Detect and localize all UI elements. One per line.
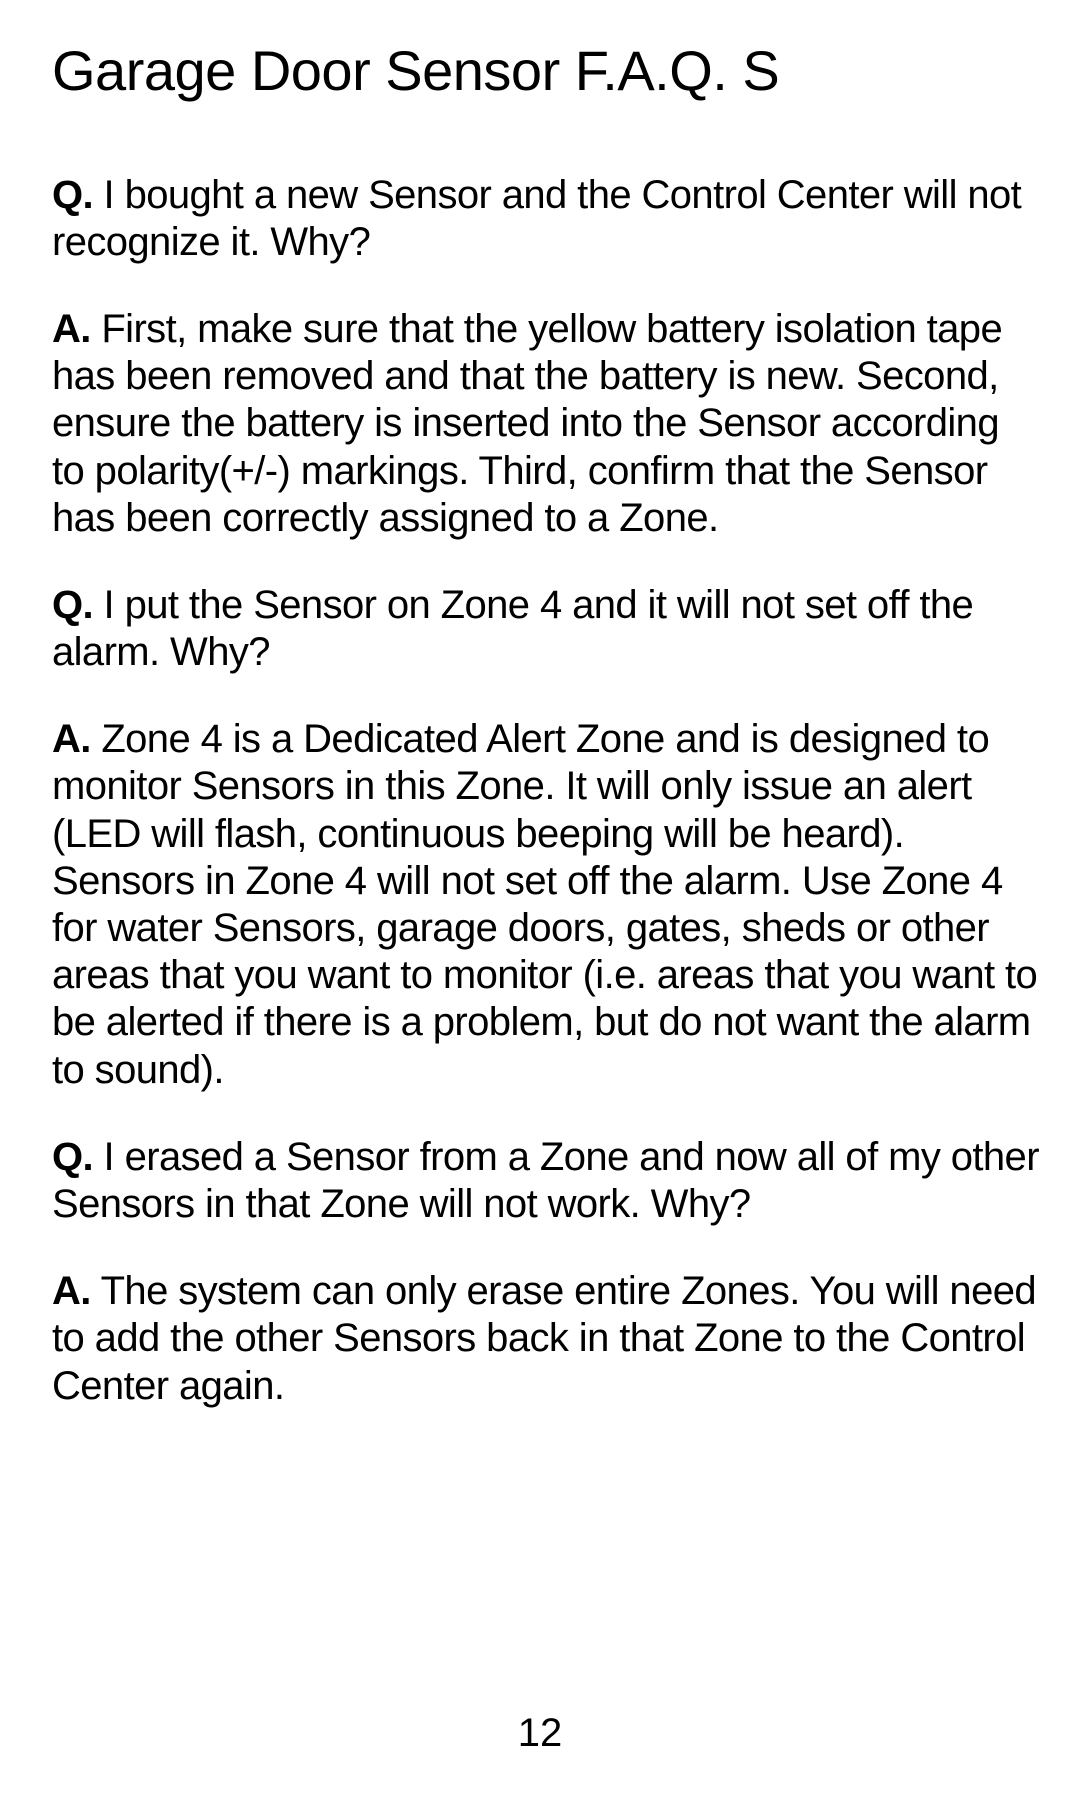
faq-question: Q. I erased a Sensor from a Zone and now…	[52, 1134, 1040, 1228]
document-page: Garage Door Sensor F.A.Q. S Q. I bought …	[0, 0, 1080, 1800]
a-text: Zone 4 is a Dedicated Alert Zone and is …	[52, 717, 1037, 1091]
page-title: Garage Door Sensor F.A.Q. S	[52, 40, 1040, 102]
q-label: Q.	[52, 1135, 93, 1179]
q-text: I put the Sensor on Zone 4 and it will n…	[52, 583, 973, 674]
faq-answer: A. First, make sure that the yellow batt…	[52, 306, 1040, 542]
a-text: First, make sure that the yellow battery…	[52, 307, 1002, 540]
a-label: A.	[52, 717, 91, 761]
faq-answer: A. Zone 4 is a Dedicated Alert Zone and …	[52, 716, 1040, 1094]
a-text: The system can only erase entire Zones. …	[52, 1269, 1036, 1407]
faq-question: Q. I put the Sensor on Zone 4 and it wil…	[52, 582, 1040, 676]
a-label: A.	[52, 307, 91, 351]
a-label: A.	[52, 1269, 91, 1313]
q-label: Q.	[52, 173, 93, 217]
page-number: 12	[0, 1711, 1080, 1756]
faq-answer: A. The system can only erase entire Zone…	[52, 1268, 1040, 1410]
q-label: Q.	[52, 583, 93, 627]
faq-question: Q. I bought a new Sensor and the Control…	[52, 172, 1040, 266]
q-text: I bought a new Sensor and the Control Ce…	[52, 173, 1021, 264]
q-text: I erased a Sensor from a Zone and now al…	[52, 1135, 1039, 1226]
